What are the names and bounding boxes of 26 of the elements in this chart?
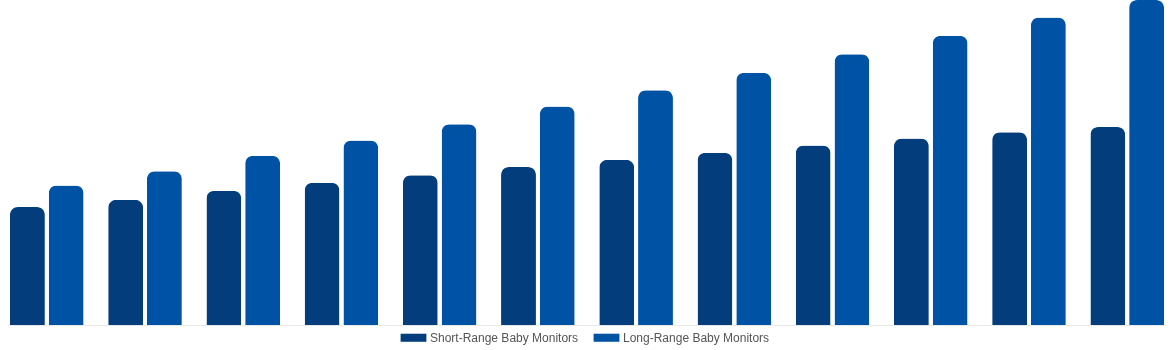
bar	[304, 182, 340, 325]
bar	[146, 171, 182, 325]
legend-label: Long-Range Baby Monitors	[623, 330, 770, 345]
bar	[1030, 17, 1066, 325]
bar	[402, 175, 438, 325]
bar	[834, 54, 870, 325]
bar	[893, 138, 929, 325]
bar	[638, 90, 673, 325]
bar	[501, 167, 536, 325]
bar	[697, 152, 733, 325]
bar	[1090, 127, 1126, 325]
bar	[108, 199, 144, 325]
bar	[599, 159, 635, 325]
legend-label: Short-Range Baby Monitors	[430, 330, 579, 345]
bar	[9, 207, 45, 325]
bar	[206, 190, 242, 325]
bar	[1129, 0, 1165, 325]
bar	[736, 72, 772, 325]
bar	[343, 140, 379, 325]
bar	[932, 35, 968, 325]
bar	[48, 185, 84, 325]
bar	[992, 132, 1028, 325]
bar	[441, 124, 477, 325]
bar	[245, 155, 281, 325]
bar	[539, 106, 575, 325]
bar	[795, 145, 831, 325]
